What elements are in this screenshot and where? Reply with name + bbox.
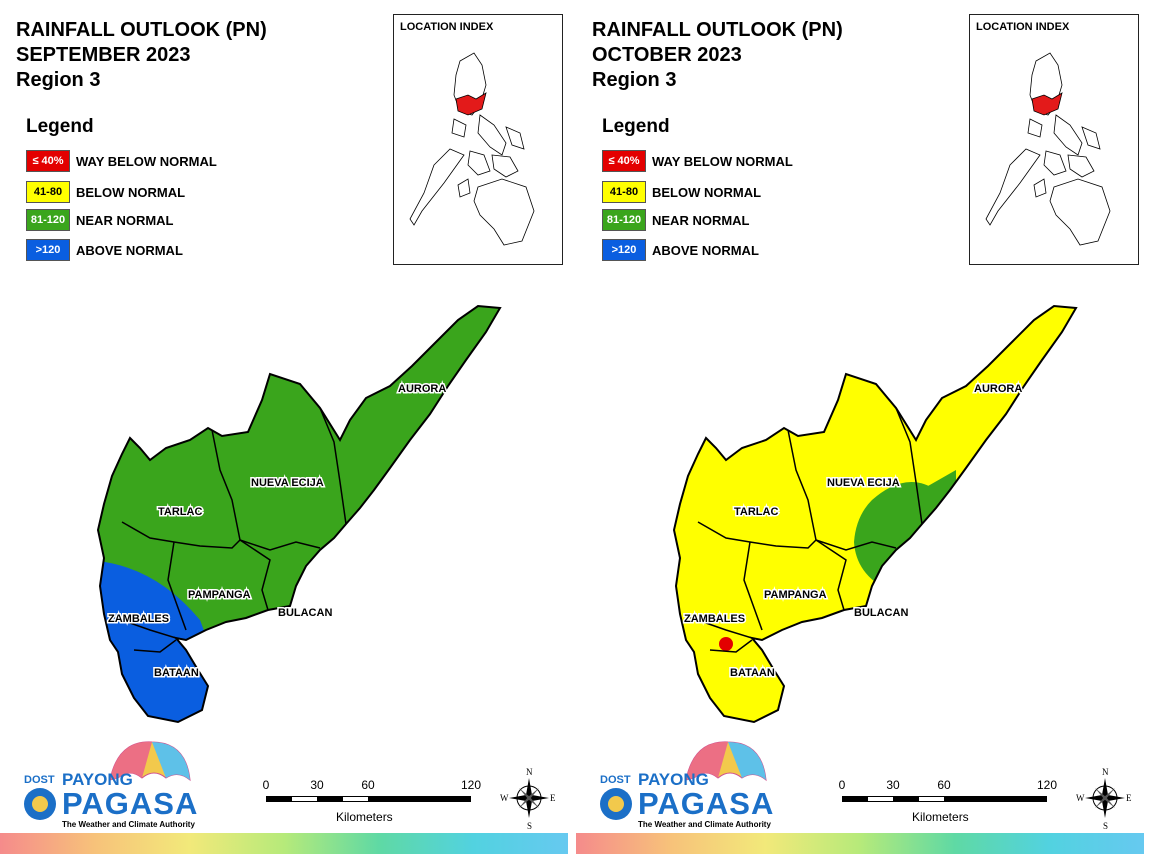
legend-swatch: ≤ 40%	[602, 150, 646, 172]
scale-tick: 30	[886, 778, 900, 792]
location-index-inset: LOCATION INDEX	[393, 14, 563, 265]
panel-october: RAINFALL OUTLOOK (PN) OCTOBER 2023 Regio…	[576, 0, 1152, 864]
map-region: Region 3	[592, 69, 677, 91]
legend-swatch: >120	[26, 239, 70, 261]
logo-payong: PAYONG	[638, 770, 709, 789]
color-band-footer	[0, 833, 568, 854]
legend-label: WAY BELOW NORMAL	[76, 154, 217, 169]
province-label-zambales: ZAMBALES	[684, 613, 745, 625]
legend-label: ABOVE NORMAL	[76, 243, 183, 258]
logo-payong: PAYONG	[62, 770, 133, 789]
legend-swatch: 41-80	[602, 181, 646, 203]
scale-units: Kilometers	[912, 810, 969, 824]
legend-label: BELOW NORMAL	[652, 185, 762, 200]
map-period: SEPTEMBER 2023	[16, 44, 191, 66]
title-block: RAINFALL OUTLOOK (PN) OCTOBER 2023 Regio…	[592, 18, 843, 93]
legend-swatch: ≤ 40%	[26, 150, 70, 172]
logo-tagline: The Weather and Climate Authority	[62, 820, 195, 829]
way-below-normal-area	[719, 637, 733, 651]
compass-w: W	[1076, 793, 1085, 803]
province-boundaries	[685, 407, 923, 653]
logo-pagasa: PAGASA	[638, 786, 775, 821]
compass-rose-icon: N S E W	[1076, 765, 1134, 831]
scale-tick: 120	[1036, 778, 1058, 792]
region-3-highlight	[455, 92, 487, 116]
province-label-bulacan: BULACAN	[278, 607, 332, 619]
province-label-aurora: AURORA	[974, 383, 1022, 395]
compass-e: E	[550, 793, 556, 803]
legend-title: Legend	[602, 116, 670, 137]
province-label-pampanga: PAMPANGA	[764, 589, 827, 601]
scale-bar: 0 30 60 120 Kilometers	[838, 778, 1072, 828]
pagasa-logo: DOST PAYONG PAGASA The Weather and Clima…	[18, 740, 198, 832]
pagasa-logo: DOST PAYONG PAGASA The Weather and Clima…	[594, 740, 774, 832]
compass-s: S	[527, 821, 532, 831]
inset-title: LOCATION INDEX	[400, 21, 494, 33]
province-label-tarlac: TARLAC	[158, 506, 202, 518]
logo-pagasa: PAGASA	[62, 786, 199, 821]
scale-units: Kilometers	[336, 810, 393, 824]
compass-rose-icon: N S E W	[500, 765, 558, 831]
logo-tagline: The Weather and Climate Authority	[638, 820, 771, 829]
philippines-outline-icon	[409, 52, 535, 246]
panel-september: RAINFALL OUTLOOK (PN) SEPTEMBER 2023 Reg…	[0, 14, 568, 854]
scale-tick: 120	[460, 778, 482, 792]
region-3-map: AURORA NUEVA ECIJA TARLAC PAMPANGA BULAC…	[96, 304, 502, 724]
legend-label: ABOVE NORMAL	[652, 243, 759, 258]
inset-title: LOCATION INDEX	[976, 21, 1070, 33]
legend-label: BELOW NORMAL	[76, 185, 186, 200]
scale-tick: 30	[310, 778, 324, 792]
compass-n: N	[526, 767, 533, 777]
near-normal-area	[98, 306, 500, 722]
legend-swatch: >120	[602, 239, 646, 261]
region-3-map: AURORA NUEVA ECIJA TARLAC PAMPANGA BULAC…	[672, 304, 1078, 724]
map-period: OCTOBER 2023	[592, 44, 742, 66]
compass-e: E	[1126, 793, 1132, 803]
province-label-nueva-ecija: NUEVA ECIJA	[827, 477, 900, 489]
province-boundaries	[109, 407, 347, 653]
province-label-tarlac: TARLAC	[734, 506, 778, 518]
title-block: RAINFALL OUTLOOK (PN) SEPTEMBER 2023 Reg…	[16, 18, 267, 93]
legend-title: Legend	[26, 116, 94, 137]
legend-label: NEAR NORMAL	[76, 213, 174, 228]
province-label-pampanga: PAMPANGA	[188, 589, 251, 601]
province-label-bulacan: BULACAN	[854, 607, 908, 619]
province-label-aurora: AURORA	[398, 383, 446, 395]
philippines-outline-icon	[985, 52, 1111, 246]
logo-dost: DOST	[24, 774, 55, 786]
map-title: RAINFALL OUTLOOK (PN)	[592, 19, 843, 41]
province-label-zambales: ZAMBALES	[108, 613, 169, 625]
province-label-bataan: BATAAN	[154, 667, 199, 679]
map-region: Region 3	[16, 69, 101, 91]
compass-w: W	[500, 793, 509, 803]
legend-swatch: 41-80	[26, 181, 70, 203]
scale-bar: 0 30 60 120 Kilometers	[262, 778, 496, 828]
legend-label: WAY BELOW NORMAL	[652, 154, 793, 169]
scale-tick: 60	[361, 778, 375, 792]
map-title: RAINFALL OUTLOOK (PN)	[16, 19, 267, 41]
compass-n: N	[1102, 767, 1109, 777]
location-index-inset: LOCATION INDEX	[969, 14, 1139, 265]
logo-dost: DOST	[600, 774, 631, 786]
legend-swatch: 81-120	[602, 209, 646, 231]
province-label-bataan: BATAAN	[730, 667, 775, 679]
compass-s: S	[1103, 821, 1108, 831]
scale-tick: 0	[262, 778, 270, 792]
scale-tick: 0	[838, 778, 846, 792]
legend-swatch: 81-120	[26, 209, 70, 231]
legend-label: NEAR NORMAL	[652, 213, 750, 228]
color-band-footer	[576, 833, 1144, 854]
scale-tick: 60	[937, 778, 951, 792]
province-label-nueva-ecija: NUEVA ECIJA	[251, 477, 324, 489]
region-3-highlight	[1031, 92, 1063, 116]
